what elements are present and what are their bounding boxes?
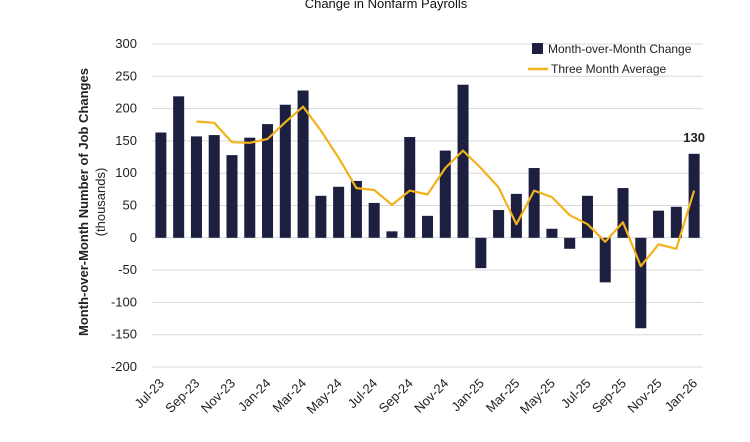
x-tick-label: Jan-24 [235,376,274,415]
y-axis-subtitle: (thousands) [93,168,108,237]
bar [297,90,309,238]
y-tick-label: 0 [130,230,137,245]
bar [670,206,682,238]
x-tick-label: Nov-24 [411,376,451,416]
bar [208,135,220,238]
bar [564,237,576,249]
legend-line-label: Three Month Average [551,62,667,76]
bar [244,137,256,238]
bar [386,231,398,238]
bar [493,210,505,238]
bar [581,195,593,238]
chart-title: Change in Nonfarm Payrolls [305,0,468,11]
x-tick-label: May-24 [303,376,344,417]
legend: Month-over-Month Change Three Month Aver… [528,42,692,76]
bar [421,215,434,238]
x-tick-label: Nov-25 [624,376,664,416]
bar [226,155,238,238]
y-tick-label: -100 [111,294,137,309]
bar [475,237,487,269]
x-tick-label: Jan-25 [448,376,487,415]
gridlines [152,43,703,368]
x-tick-label: Mar-25 [483,376,523,416]
line-series [196,105,696,268]
x-tick-label: Mar-24 [269,376,309,416]
bar [546,228,558,238]
bar [439,150,451,238]
bar [262,124,274,238]
y-tick-label: 250 [115,68,137,83]
data-labels: 130 [683,130,705,145]
y-axis-title: Month-over-Month Number of Job Changes [76,68,91,336]
bar [368,202,380,238]
bar [653,210,665,238]
bar [155,132,167,238]
bar [457,84,469,238]
three-month-average-line [196,105,696,268]
y-tick-label: 50 [123,198,137,213]
x-tick-label: Nov-23 [198,376,238,416]
data-label: 130 [683,130,705,145]
bar [635,237,647,329]
x-tick-label: Sep-23 [162,376,202,416]
bar [599,237,611,283]
bar [173,96,185,238]
bar [350,180,362,238]
bar [279,104,291,238]
bar-series [155,84,700,329]
legend-bar-label: Month-over-Month Change [548,42,692,56]
x-tick-label: Sep-25 [589,376,629,416]
y-tick-label: -50 [118,262,137,277]
y-tick-label: -200 [111,359,137,374]
y-tick-label: 300 [115,36,137,51]
bar [528,168,540,238]
y-tick-label: 200 [115,101,137,116]
y-tick-label: 150 [115,133,137,148]
y-tick-label: -150 [111,327,137,342]
y-tick-label: 100 [115,165,137,180]
bar [190,136,202,238]
legend-bar-swatch [532,43,543,54]
bar [315,195,327,238]
y-axis-ticks: 300 250 200 150 100 50 0 -50 -100 -150 -200 [111,36,137,374]
bar [617,188,629,238]
bar [510,193,522,238]
x-tick-label: Sep-24 [376,376,416,416]
x-tick-label: May-25 [517,376,558,417]
bar [333,186,345,238]
bar [688,153,700,238]
x-tick-label: Jan-26 [662,376,701,415]
bar [404,137,416,238]
